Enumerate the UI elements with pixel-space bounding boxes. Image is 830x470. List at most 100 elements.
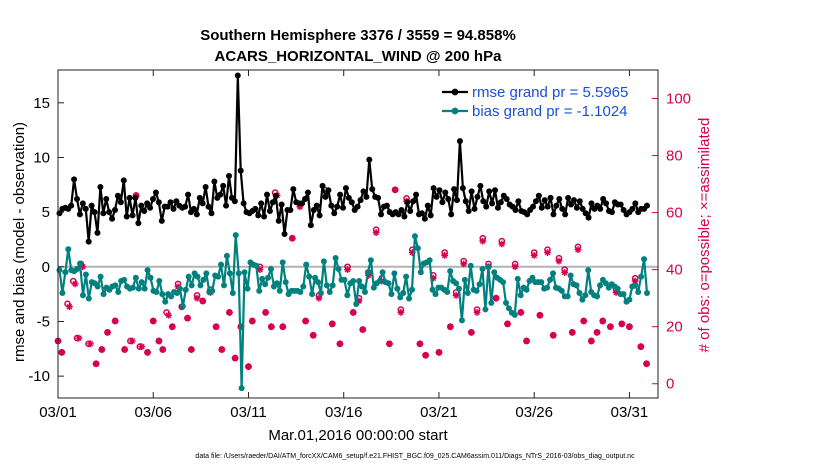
bias-point <box>168 293 175 300</box>
rmse-point <box>585 214 592 221</box>
rmse-point <box>430 185 437 192</box>
rmse-point <box>404 199 411 206</box>
rmse-point <box>141 208 148 215</box>
bias-point <box>626 296 633 303</box>
bias-point <box>426 257 433 264</box>
bias-point <box>485 263 492 270</box>
bias-point <box>226 270 233 277</box>
rmse-point <box>562 211 569 218</box>
obs-assimilated-marker <box>643 360 650 368</box>
bias-point <box>403 273 410 280</box>
rmse-point <box>494 204 501 211</box>
rmse-point <box>360 188 367 195</box>
rmse-point <box>608 209 615 216</box>
y-right-tick-label: 80 <box>666 148 683 165</box>
obs-assimilated-marker <box>498 240 506 248</box>
rmse-point <box>532 198 539 205</box>
bias-point <box>344 292 351 299</box>
bias-point <box>197 282 204 289</box>
obs-assimilated-marker <box>92 360 100 368</box>
rmse-point <box>503 196 510 203</box>
rmse-point <box>550 211 557 218</box>
obs-assimilated-marker <box>231 354 239 362</box>
bias-point <box>223 252 230 259</box>
obs-assimilated-marker <box>279 323 287 331</box>
rmse-point <box>573 204 580 211</box>
bias-point <box>356 278 363 285</box>
rmse-point <box>480 198 487 205</box>
bias-point <box>359 283 366 290</box>
rmse-point <box>421 215 428 222</box>
y-left-tick-label: 5 <box>42 204 50 221</box>
obs-assimilated-marker <box>138 343 146 351</box>
rmse-point <box>68 202 75 209</box>
rmse-point <box>85 238 92 245</box>
rmse-point <box>456 138 463 145</box>
bias-point <box>467 262 474 269</box>
rmse-point <box>287 206 294 213</box>
bias-point <box>579 296 586 303</box>
obs-assimilated-marker <box>349 309 357 316</box>
rmse-point <box>568 201 575 208</box>
bias-point <box>397 294 404 301</box>
bias-point <box>97 273 104 280</box>
obs-assimilated-marker <box>530 251 538 259</box>
rmse-point <box>512 206 519 213</box>
bias-point <box>529 274 536 281</box>
obs-assimilated-marker <box>111 317 119 325</box>
rmse-point <box>600 196 607 203</box>
bias-point <box>82 271 89 278</box>
bias-point <box>132 274 139 281</box>
y-right-tick-label: 40 <box>666 262 683 279</box>
bias-point <box>77 260 84 267</box>
obs-assimilated-marker <box>574 246 582 254</box>
rmse-point <box>471 205 478 212</box>
rmse-point <box>97 183 104 190</box>
rmse-point <box>91 209 98 216</box>
bias-point <box>458 317 465 324</box>
bias-point <box>147 274 154 281</box>
rmse-point <box>299 200 306 207</box>
bias-point <box>256 287 263 294</box>
bias-point <box>244 285 251 292</box>
bias-point <box>406 295 413 302</box>
rmse-point <box>489 200 496 207</box>
rmse-point <box>530 203 537 210</box>
obs-assimilated-marker <box>159 346 167 353</box>
bias-point <box>144 267 151 274</box>
rmse-point <box>524 211 531 218</box>
rmse-point <box>193 211 200 218</box>
rmse-point <box>88 202 95 209</box>
rmse-point <box>465 208 472 215</box>
legend-entry-label: bias grand pr = -1.1024 <box>472 103 628 120</box>
bias-point <box>279 259 286 266</box>
bias-point <box>432 291 439 298</box>
bias-point <box>367 257 374 264</box>
rmse-point <box>220 182 227 189</box>
bias-point <box>115 288 122 295</box>
rmse-point <box>369 186 376 193</box>
bias-point <box>153 288 160 295</box>
obs-assimilated-marker <box>422 351 430 359</box>
y-right-tick-label: 0 <box>666 376 674 393</box>
legend-swatch-marker <box>451 88 459 96</box>
bias-point <box>297 288 304 295</box>
bias-point <box>314 279 321 286</box>
rmse-point <box>407 208 414 215</box>
rmse-point <box>418 210 425 217</box>
bias-point <box>62 269 69 276</box>
x-tick-label: 03/01 <box>39 404 77 421</box>
obs-assimilated-marker <box>226 309 233 316</box>
rmse-point <box>126 194 133 201</box>
bias-point <box>429 286 436 293</box>
rmse-point <box>515 198 522 205</box>
bias-point <box>641 256 648 263</box>
rmse-point <box>307 222 314 229</box>
rmse-point <box>129 212 136 219</box>
rmse-point <box>565 194 572 201</box>
rmse-point <box>492 187 499 194</box>
rmse-point <box>144 200 151 207</box>
bias-point <box>135 285 142 292</box>
rmse-point <box>427 212 434 219</box>
y-right-tick-label: 100 <box>666 91 691 108</box>
